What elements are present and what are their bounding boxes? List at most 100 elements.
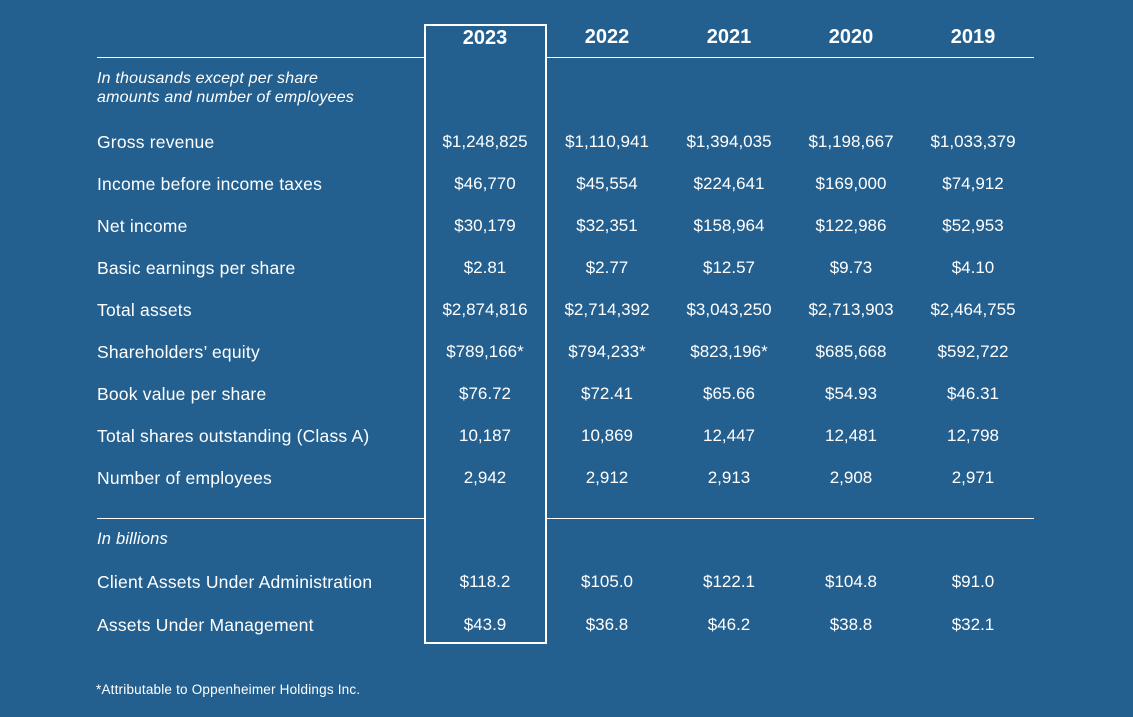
- table-row: Basic earnings per share $2.81 $2.77 $12.57…: [97, 247, 1034, 289]
- billions-label-cell: In billions: [97, 519, 424, 560]
- unit-note-line2: amounts and number of employees: [97, 89, 355, 106]
- value-2022: $2,714,392: [564, 300, 650, 319]
- value-2022: $36.8: [585, 615, 629, 634]
- value-2021: $46.2: [707, 615, 751, 634]
- value-2021: $12.57: [703, 258, 755, 277]
- value-2019: $592,722: [937, 342, 1009, 361]
- value-2022: $105.0: [581, 572, 633, 591]
- row-label: Book value per share: [97, 383, 267, 404]
- value-2021: $3,043,250: [686, 300, 772, 319]
- year-header-2021: 2021: [668, 24, 790, 58]
- value-2020: $685,668: [815, 342, 887, 361]
- value-2020: $9.73: [829, 258, 873, 277]
- value-2023: 2,942: [463, 468, 507, 487]
- section-divider-row: [97, 499, 1034, 519]
- value-2019: $2,464,755: [930, 300, 1016, 319]
- value-2021: $122.1: [703, 572, 755, 591]
- value-2023: $43.9: [463, 615, 507, 634]
- divider-segment-left: [97, 499, 424, 519]
- table-row: Total shares outstanding (Class A) 10,187…: [97, 415, 1034, 457]
- thousands-section: Gross revenue $1,248,825 $1,110,941 $1,394,…: [97, 121, 1034, 499]
- value-2022: $2.77: [585, 258, 629, 277]
- table-row: Income before income taxes $46,770 $45,554…: [97, 163, 1034, 205]
- value-2023: $2,874,816: [442, 300, 528, 319]
- billions-section-label: In billions: [97, 530, 168, 548]
- table-row: Assets Under Management $43.9 $36.8 $46.2 $3…: [97, 604, 1034, 646]
- unit-note-row: In thousands except per share amounts an…: [97, 58, 1034, 121]
- row-label: Basic earnings per share: [97, 257, 296, 278]
- value-2020: $104.8: [825, 572, 877, 591]
- unit-note-cell: In thousands except per share amounts an…: [97, 58, 424, 121]
- table-row: Total assets $2,874,816 $2,714,392 $3,043,2…: [97, 289, 1034, 331]
- header-label-spacer: [97, 24, 424, 58]
- value-2022: $72.41: [581, 384, 633, 403]
- value-2021: $65.66: [703, 384, 755, 403]
- year-header-row: 2023 2022 2021 2020 2019: [97, 24, 1034, 58]
- financial-highlights-table: 2023 2022 2021 2020 2019 In thousands except…: [97, 24, 1034, 646]
- value-2023: $30,179: [454, 216, 516, 235]
- value-2022: $45,554: [576, 174, 638, 193]
- row-label: Gross revenue: [97, 131, 215, 152]
- footnote: *Attributable to Oppenheimer Holdings In…: [96, 682, 361, 697]
- value-2021: 12,447: [703, 426, 755, 445]
- table-row: Shareholders’ equity $789,166* $794,233* $8…: [97, 331, 1034, 373]
- table-row: Book value per share $76.72 $72.41 $65.66 $5…: [97, 373, 1034, 415]
- value-2022: 10,869: [581, 426, 633, 445]
- year-header-2022: 2022: [546, 24, 668, 58]
- row-label: Income before income taxes: [97, 173, 323, 194]
- unit-note-line1: In thousands except per share: [97, 70, 319, 87]
- row-label: Client Assets Under Administration: [97, 571, 373, 592]
- value-2022: $1,110,941: [565, 132, 649, 151]
- value-2020: $122,986: [815, 216, 887, 235]
- value-2021: $224,641: [693, 174, 765, 193]
- value-2019: 2,971: [951, 468, 995, 487]
- divider-gap-2023: [424, 499, 546, 519]
- table-row: Client Assets Under Administration $118.2…: [97, 560, 1034, 604]
- value-2020: $38.8: [829, 615, 873, 634]
- value-2019: $4.10: [951, 258, 995, 277]
- value-2021: 2,913: [707, 468, 751, 487]
- billions-section: Client Assets Under Administration $118.2…: [97, 560, 1034, 646]
- value-2022: $32,351: [576, 216, 638, 235]
- table-row: Net income $30,179 $32,351 $158,964 $122,986…: [97, 205, 1034, 247]
- year-header-2019: 2019: [912, 24, 1034, 58]
- value-2020: 2,908: [829, 468, 873, 487]
- value-2023: $118.2: [459, 572, 511, 591]
- value-2022: $794,233*: [568, 342, 646, 361]
- value-2020: $54.93: [825, 384, 877, 403]
- row-label: Shareholders’ equity: [97, 341, 260, 362]
- value-2019: 12,798: [947, 426, 999, 445]
- year-header-2020: 2020: [790, 24, 912, 58]
- year-header-2023: 2023: [462, 26, 508, 49]
- value-2022: 2,912: [585, 468, 629, 487]
- value-2019: $32.1: [951, 615, 995, 634]
- value-2020: $2,713,903: [808, 300, 894, 319]
- value-2019: $91.0: [951, 572, 995, 591]
- value-2019: $46.31: [947, 384, 999, 403]
- row-label: Total assets: [97, 299, 192, 320]
- value-2019: $1,033,379: [930, 132, 1016, 151]
- row-label: Net income: [97, 215, 188, 236]
- table-row: Number of employees 2,942 2,912 2,913 2,908 2…: [97, 457, 1034, 499]
- value-2020: $169,000: [815, 174, 887, 193]
- row-label: Number of employees: [97, 467, 272, 488]
- value-2019: $74,912: [942, 174, 1004, 193]
- value-2023: 10,187: [459, 426, 511, 445]
- value-2021: $158,964: [693, 216, 765, 235]
- row-label: Assets Under Management: [97, 614, 314, 635]
- value-2019: $52,953: [942, 216, 1004, 235]
- billions-label-row: In billions: [97, 519, 1034, 560]
- value-2023: $46,770: [454, 174, 516, 193]
- value-2023: $2.81: [463, 258, 507, 277]
- value-2020: $1,198,667: [808, 132, 894, 151]
- value-2023: $1,248,825: [442, 132, 528, 151]
- value-2023: $789,166*: [446, 342, 524, 361]
- unit-note-text: In thousands except per share amounts an…: [97, 58, 354, 107]
- value-2021: $1,394,035: [686, 132, 772, 151]
- row-label: Total shares outstanding (Class A): [97, 425, 370, 446]
- value-2020: 12,481: [825, 426, 877, 445]
- value-2023: $76.72: [459, 384, 511, 403]
- table-row: Gross revenue $1,248,825 $1,110,941 $1,394,…: [97, 121, 1034, 163]
- value-2021: $823,196*: [690, 342, 768, 361]
